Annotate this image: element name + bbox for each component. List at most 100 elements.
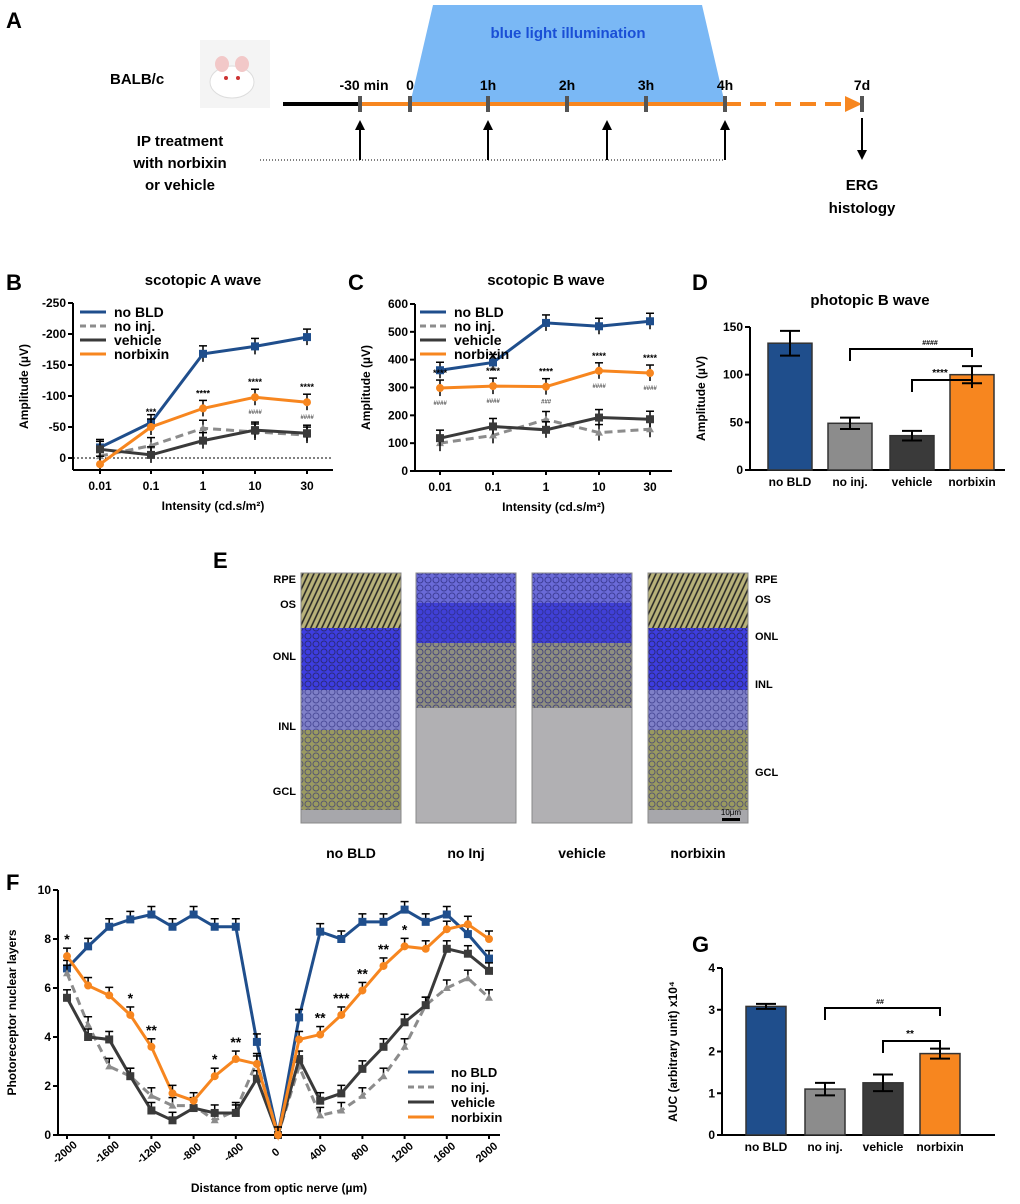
data-point xyxy=(105,991,114,1000)
legend-label: vehicle xyxy=(114,332,162,348)
chart-d: photopic B wave 0 50 100 150 Amplitude (µV) no… xyxy=(694,292,1005,489)
treatment-line-2: with norbixin xyxy=(132,155,226,172)
data-point xyxy=(646,369,654,378)
y-axis-label: Amplitude (µV) xyxy=(694,356,708,441)
bar xyxy=(767,342,813,471)
timeline-tick-label: -30 min xyxy=(339,77,388,93)
data-point xyxy=(231,1108,240,1117)
data-point xyxy=(595,413,603,422)
timeline-tick-label: 2h xyxy=(559,77,575,93)
illumination-region xyxy=(410,5,725,104)
y-tick-label: -50 xyxy=(49,420,67,434)
x-tick-label: 0.01 xyxy=(88,479,112,493)
y-tick-label: 500 xyxy=(388,325,408,339)
data-point xyxy=(231,1055,240,1064)
data-point xyxy=(231,922,240,931)
data-point xyxy=(84,981,93,990)
mouse-image xyxy=(200,40,270,108)
layer-label-left: ONL xyxy=(273,651,297,663)
histology-group-label: no Inj xyxy=(447,845,484,861)
significance-marker: **** xyxy=(592,351,607,361)
significance-label: ** xyxy=(906,1029,914,1040)
bar xyxy=(827,422,873,471)
data-point xyxy=(400,905,409,914)
treatment-line-3: or vehicle xyxy=(145,177,215,194)
x-tick-label: no BLD xyxy=(769,475,812,489)
x-tick-label: -1200 xyxy=(135,1139,164,1166)
x-tick-label: 800 xyxy=(350,1142,372,1163)
scale-bar xyxy=(722,818,740,821)
timeline-tick-label: 1h xyxy=(480,77,496,93)
data-point xyxy=(316,1096,325,1105)
x-tick-label: vehicle xyxy=(863,1140,904,1154)
data-point xyxy=(210,1072,219,1081)
significance-label: #### xyxy=(922,340,938,347)
y-tick-label: 50 xyxy=(730,415,744,429)
significance-marker: ** xyxy=(146,1022,157,1038)
data-point xyxy=(105,922,114,931)
data-point xyxy=(463,920,472,929)
arrow-head xyxy=(602,120,612,130)
data-point xyxy=(595,322,603,331)
significance-marker: **** xyxy=(486,366,501,376)
significance-marker: **** xyxy=(196,388,211,398)
x-tick-label: 400 xyxy=(307,1142,329,1163)
data-point xyxy=(210,1116,219,1124)
data-point xyxy=(442,944,451,953)
data-point xyxy=(542,415,550,423)
y-tick-label: 0 xyxy=(59,451,66,465)
significance-marker: **** xyxy=(248,377,263,387)
y-tick-label: 400 xyxy=(388,353,408,367)
chart-title: scotopic A wave xyxy=(145,272,261,289)
layer-label-right: INL xyxy=(755,679,773,691)
layer-label-right: GCL xyxy=(755,767,779,779)
data-point xyxy=(442,925,451,934)
timeline-tick-label: 7d xyxy=(854,77,870,93)
legend-label: no inj. xyxy=(451,1080,489,1095)
data-point xyxy=(105,1035,114,1044)
significance-bracket xyxy=(882,1040,941,1053)
illumination-label: blue light illumination xyxy=(491,25,646,42)
data-point xyxy=(421,917,430,926)
x-tick-label: -400 xyxy=(222,1141,247,1164)
data-point xyxy=(199,404,207,413)
data-point xyxy=(442,984,451,991)
x-tick-label: 1200 xyxy=(389,1140,415,1165)
y-tick-label: 1 xyxy=(708,1086,715,1100)
data-point xyxy=(542,425,550,434)
data-point xyxy=(358,986,367,995)
significance-marker: **** xyxy=(643,353,658,363)
data-point xyxy=(436,384,444,393)
data-point xyxy=(303,333,311,342)
y-tick-label: 150 xyxy=(723,320,743,334)
arrow-head xyxy=(483,120,493,130)
data-point xyxy=(189,1104,198,1113)
x-tick-label: 10 xyxy=(592,480,606,494)
x-tick-label: norbixin xyxy=(916,1140,963,1154)
legend-label: norbixin xyxy=(114,346,169,362)
data-point xyxy=(646,317,654,326)
scale-bar-label: 10μm xyxy=(721,808,742,817)
significance-label: **** xyxy=(932,368,948,379)
timeline-tick-label: 4h xyxy=(717,77,733,93)
data-point xyxy=(595,366,603,375)
panel-label-a: A xyxy=(6,8,22,33)
significance-marker: * xyxy=(212,1051,218,1067)
legend-label: vehicle xyxy=(454,332,502,348)
significance-marker-hash: #### xyxy=(433,401,447,407)
x-tick-label: 1600 xyxy=(432,1140,458,1165)
x-tick-label: -800 xyxy=(179,1141,204,1164)
significance-marker: **** xyxy=(539,367,554,377)
data-point xyxy=(485,993,493,1001)
data-point xyxy=(379,917,388,926)
y-tick-label: -100 xyxy=(42,389,66,403)
y-tick-label: -150 xyxy=(42,358,66,372)
data-point xyxy=(147,450,155,459)
data-point xyxy=(63,969,71,977)
strain-label: BALB/c xyxy=(110,71,164,88)
data-point xyxy=(126,1010,135,1019)
timeline-diagram: blue light illumination BALB/c -30 min 0 1… xyxy=(110,5,896,217)
data-point xyxy=(295,1035,304,1044)
x-tick-label: no BLD xyxy=(745,1140,788,1154)
data-point xyxy=(96,460,104,469)
